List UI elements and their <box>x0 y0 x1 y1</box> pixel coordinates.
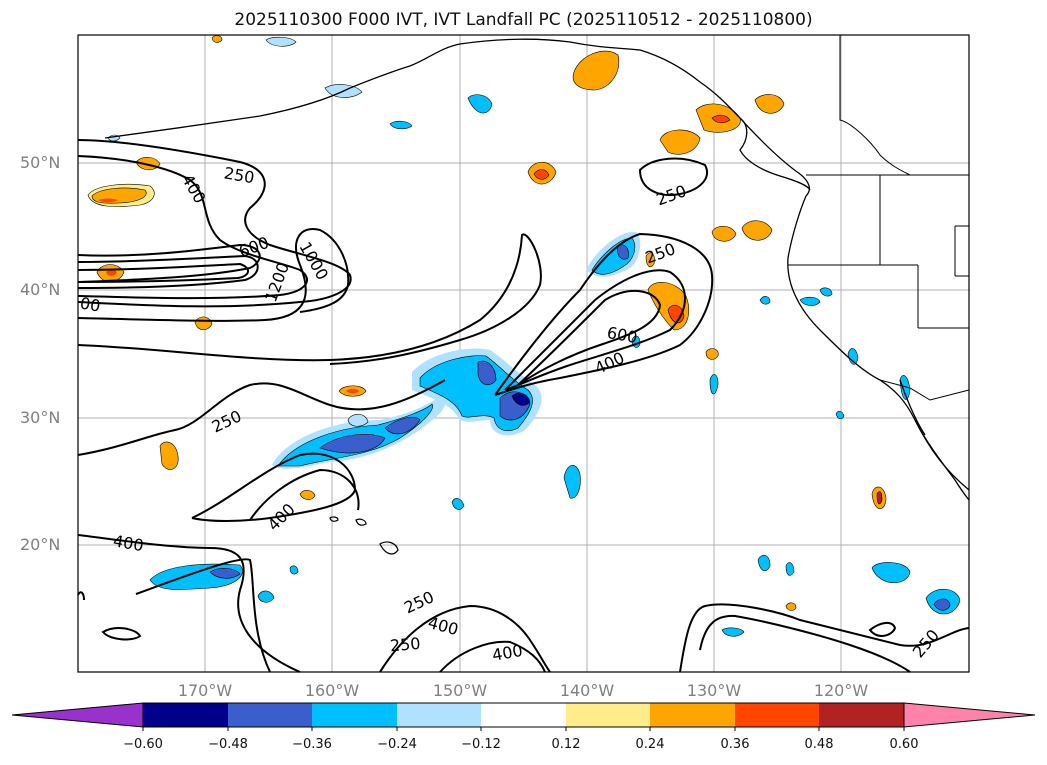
ivt-contour-400-sw <box>77 534 301 673</box>
colorbar-tick-label: 0.12 <box>551 737 581 752</box>
ivt-contour-400 <box>77 155 308 300</box>
lon-label: 170°W <box>177 681 233 700</box>
coastlines <box>104 38 970 501</box>
pc-negative-blob <box>847 348 859 365</box>
ivt-contour-250-bottom <box>379 604 551 673</box>
bc-coast <box>739 117 811 197</box>
lon-label: 140°W <box>559 681 615 700</box>
pc-negative-blob <box>265 36 297 47</box>
ivt-contour-250-se <box>699 614 911 673</box>
lon-label: 160°W <box>304 681 360 700</box>
ivt-contour-small-loop <box>868 622 897 637</box>
lat-label: 20°N <box>20 535 61 554</box>
map-frame <box>77 34 970 673</box>
colorbar-tick-label: 0.48 <box>804 737 834 752</box>
ivt-contour-250 <box>77 139 352 308</box>
pc-positive-blob <box>741 220 773 241</box>
pc-positive-blob <box>785 602 797 611</box>
colorbar-segment <box>481 703 566 727</box>
colorbar-tick-label: 0.60 <box>889 737 919 752</box>
colorbar-segment <box>735 703 819 727</box>
lat-label: 50°N <box>20 153 61 172</box>
contour-label: 00 <box>79 293 102 315</box>
ivt-contour-250-south2 <box>249 468 360 521</box>
colorbar-extend-left <box>11 702 144 728</box>
pc-positive-blob <box>211 35 223 43</box>
pc-negative-blob <box>871 562 911 584</box>
pc-negative-blob <box>785 562 795 576</box>
hawaiian-islands <box>329 516 399 555</box>
lon-label: 120°W <box>813 681 869 700</box>
pc-negative-blob <box>759 296 771 305</box>
political-borders <box>788 35 970 401</box>
ivt-contour-400-outer <box>77 228 350 322</box>
colorbar-segment <box>312 703 397 727</box>
pc-negative-blob <box>347 413 369 427</box>
colorbar-tick-label: −0.24 <box>377 737 417 752</box>
ivt-contour-400-se <box>679 603 970 673</box>
pc-negative-blob <box>721 627 745 637</box>
lat-label: 30°N <box>20 408 61 427</box>
colorbar-segment <box>819 703 904 727</box>
colorbar-segment <box>143 703 228 727</box>
lon-label: 130°W <box>686 681 742 700</box>
ivt-contour-400-bottom <box>439 640 546 673</box>
colorbar-tick-label: 0.36 <box>720 737 750 752</box>
contour-label: 250 <box>389 634 421 656</box>
pc-negative-blob <box>835 410 845 420</box>
pc-negative-blob <box>289 565 299 575</box>
colorbar <box>11 702 1036 731</box>
colorbar-segment <box>566 703 650 727</box>
ivt-contour-600-ne <box>517 289 662 386</box>
ivt-contour-small-loop <box>101 627 142 641</box>
us-west-coast <box>787 195 970 501</box>
ivt-contour-250-south <box>77 379 446 456</box>
colorbar-tick-label: −0.12 <box>461 737 501 752</box>
ivt-contour-1000 <box>77 254 259 289</box>
colorbar-tick-label: −0.36 <box>292 737 332 752</box>
colorbar-segment <box>228 703 312 727</box>
pc-positive-blob <box>645 252 655 268</box>
pc-positive-blob <box>159 441 179 470</box>
pc-negative-blob <box>563 465 581 499</box>
map-title: 2025110300 F000 IVT, IVT Landfall PC (20… <box>234 10 813 30</box>
ivt-contour-400-ne <box>504 269 686 391</box>
pc-negative-blob <box>799 296 821 306</box>
pc-positive-blob <box>754 94 785 114</box>
pc-negative-blob <box>389 120 413 130</box>
mexico-coast <box>914 419 970 491</box>
ivt-contour-1200 <box>77 262 249 283</box>
colorbar-tick-label: −0.60 <box>123 737 163 752</box>
pc-positive-blob <box>659 129 701 155</box>
pc-positive-blob <box>705 348 719 360</box>
pc-positive-blob <box>572 50 620 91</box>
ivt-contour-250-main <box>77 233 542 365</box>
ivt-contour-250-ne <box>494 232 714 396</box>
ivt-contours <box>77 139 970 673</box>
pc-positive-blob <box>194 316 213 331</box>
pc-negative-blob <box>451 498 465 510</box>
pc-negative-blob <box>899 375 911 400</box>
pc-positive-blob <box>711 225 737 242</box>
ivt-contour-600 <box>77 243 261 283</box>
pc-negative-blob <box>709 374 719 395</box>
pc-positive-blob <box>299 490 316 500</box>
colorbar-extend-right <box>903 702 1036 728</box>
colorbar-tick-label: 0.24 <box>635 737 665 752</box>
colorbar-segment <box>650 703 735 727</box>
colorbar-segment <box>397 703 481 727</box>
pc-negative-blob <box>757 554 771 572</box>
ivt-contour-250-sw <box>135 558 271 673</box>
ivt-contour-250-top <box>638 157 708 196</box>
lon-label: 150°W <box>432 681 488 700</box>
pc-negative-blob <box>819 287 833 297</box>
colorbar-tick-label: −0.48 <box>208 737 248 752</box>
baja-coast <box>899 379 926 436</box>
pc-negative-blob <box>467 94 493 114</box>
pc-negative-blob <box>257 590 275 603</box>
lat-label: 40°N <box>20 280 61 299</box>
alaska-coast <box>104 38 811 191</box>
